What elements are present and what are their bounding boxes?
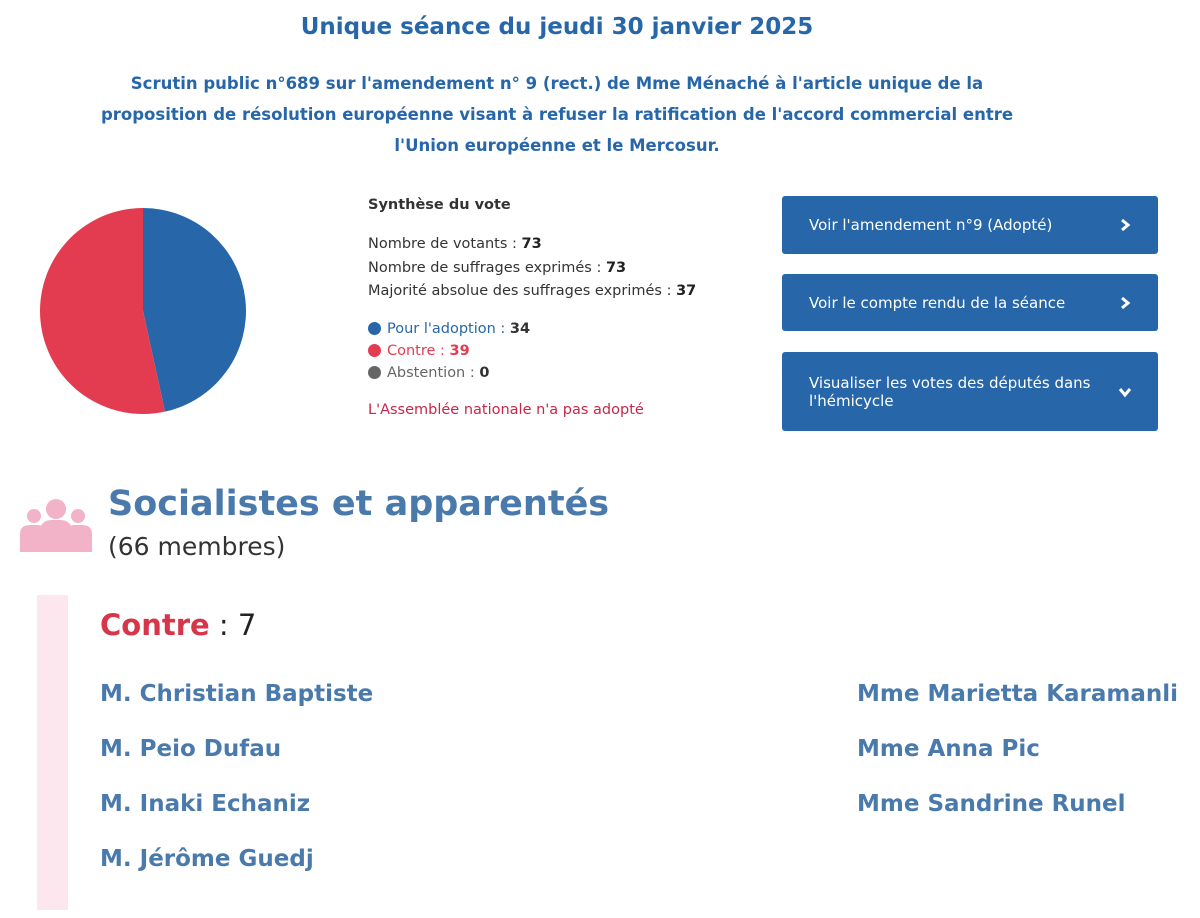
legend: Pour l'adoption : 34 Contre : 39 Abstentio…: [368, 318, 696, 384]
button-label: Voir l'amendement n°9 (Adopté): [809, 216, 1053, 234]
row-label: Nombre de suffrages exprimés :: [368, 259, 602, 276]
synthesis-title: Synthèse du vote: [368, 197, 511, 213]
deputy-name: Mme Sandrine Runel: [857, 791, 1126, 817]
legend-item: Pour l'adoption : 34: [368, 318, 696, 340]
row-value: 73: [605, 259, 627, 276]
position-label: Contre: [100, 608, 210, 642]
deputy-name: M. Christian Baptiste: [100, 681, 374, 707]
vote-subtitle: Scrutin public n°689 sur l'amendement n°…: [100, 74, 1014, 155]
button-label: Voir le compte rendu de la séance: [809, 293, 1066, 312]
chevron: [1118, 387, 1132, 397]
legend-item: Contre : 39: [368, 340, 696, 362]
session-title: Unique séance du jeudi 30 janvier 2025: [300, 14, 814, 40]
group-name: Socialistes et apparentés: [108, 484, 610, 524]
deputy-name: M. Jérôme Guedj: [100, 846, 314, 872]
deputy-name: Mme Anna Pic: [857, 736, 1040, 762]
chevron: [1121, 218, 1131, 232]
synthesis-row: Nombre de votants : 73: [368, 233, 696, 257]
row-label: Majorité absolue des suffrages exprimés …: [368, 283, 672, 299]
deputy-name: M. Inaki Echaniz: [100, 791, 311, 817]
pie-chart: [40, 208, 247, 414]
button-chevron: [1121, 296, 1131, 309]
side-bar: [37, 595, 68, 910]
vote-synthesis: Synthèse du vote Nombre de votants : 73 N…: [368, 197, 696, 418]
legend-value: 0: [479, 364, 490, 381]
button-chevron: [1121, 218, 1131, 232]
button-chevron: [1118, 387, 1132, 397]
chevron: [1121, 296, 1131, 309]
legend-value: 39: [449, 342, 470, 359]
row-label: Nombre de votants :: [368, 236, 517, 252]
synthesis-row: Majorité absolue des suffrages exprimés …: [368, 280, 696, 304]
deputy-name: M. Peio Dufau: [100, 736, 282, 762]
legend-dot: [368, 344, 381, 357]
legend-dot: [368, 366, 381, 379]
row-value: 37: [676, 283, 697, 299]
deputy-name: Mme Marietta Karamanli: [857, 681, 1179, 707]
vote-result: L'Assemblée nationale n'a pas adopté: [368, 401, 644, 418]
deputies: M. Christian Baptiste M. Peio Dufau M. Ina…: [100, 675, 1200, 895]
position-count: : 7: [218, 608, 257, 642]
legend-label: Pour l'adoption :: [387, 320, 506, 337]
action-button[interactable]: Visualiser les votes des députés dans l'…: [782, 352, 1158, 431]
action-button[interactable]: Voir l'amendement n°9 (Adopté): [782, 196, 1158, 254]
pie-slice: [143, 208, 247, 412]
legend-item: Abstention : 0: [368, 362, 696, 384]
vote-position: Contre : 7: [100, 608, 256, 642]
group-members: (66 membres): [108, 532, 286, 561]
legend-dot: [368, 322, 381, 335]
pie-slice: [40, 208, 165, 414]
button-label: Visualiser les votes des députés dans l'…: [809, 373, 1091, 410]
legend-label: Contre :: [387, 342, 445, 359]
legend-label: Abstention :: [387, 364, 475, 381]
synthesis-rows: Nombre de votants : 73 Nombre de suffrage…: [368, 233, 696, 304]
synthesis-row: Nombre de suffrages exprimés : 73: [368, 257, 696, 281]
group-icon: [20, 499, 92, 552]
row-value: 73: [521, 236, 542, 252]
legend-value: 34: [509, 320, 531, 337]
action-button[interactable]: Voir le compte rendu de la séance: [782, 274, 1158, 331]
